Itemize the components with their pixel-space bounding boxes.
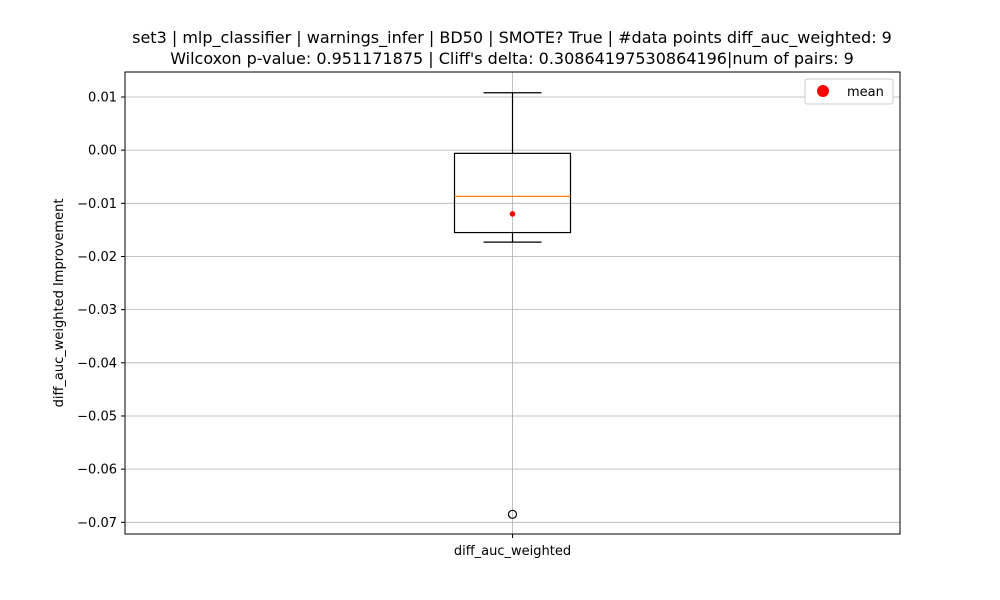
chart-subtitle: Wilcoxon p-value: 0.951171875 | Cliff's …: [170, 49, 854, 68]
y-axis-label: diff_auc_weighted Improvement: [52, 199, 67, 408]
x-tick-label: diff_auc_weighted: [454, 544, 571, 559]
legend-frame: [804, 78, 894, 105]
legend: mean: [804, 78, 894, 105]
y-tick-label: −0.01: [77, 197, 117, 212]
legend-mean-label: mean: [847, 85, 884, 100]
y-axis-ticks: 0.01 0.00 −0.01 −0.02 −0.03 −0.04 −0.05 −0.06 −0…: [77, 90, 125, 531]
y-tick-label: −0.05: [77, 409, 117, 424]
y-tick-label: 0.00: [88, 144, 117, 159]
y-tick-label: −0.07: [77, 516, 117, 531]
mean-point: [509, 211, 516, 217]
y-tick-label: 0.01: [88, 90, 117, 105]
box-plot: [453, 92, 572, 519]
x-axis-ticks: diff_auc_weighted: [454, 534, 571, 559]
outlier-point: [507, 509, 518, 519]
y-tick-label: −0.03: [77, 303, 117, 318]
box-iqr: [453, 152, 572, 234]
legend-mean-marker: [817, 85, 829, 97]
y-tick-label: −0.06: [77, 463, 117, 478]
y-tick-label: −0.02: [77, 250, 117, 265]
y-tick-label: −0.04: [77, 356, 117, 371]
chart-title: set3 | mlp_classifier | warnings_infer |…: [132, 28, 892, 48]
